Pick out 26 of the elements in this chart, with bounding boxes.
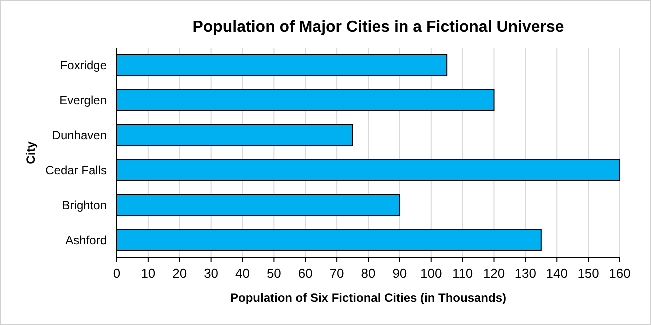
y-tick-label: Cedar Falls — [46, 164, 107, 178]
x-tick-label: 130 — [514, 266, 537, 281]
y-tick-label: Everglen — [60, 94, 107, 108]
x-tick-label: 50 — [266, 266, 282, 281]
x-axis-title: Population of Six Fictional Cities (in Thousands) — [230, 291, 507, 305]
x-tick-label: 90 — [392, 266, 408, 281]
x-tick-label: 20 — [172, 266, 188, 281]
x-tick-label: 10 — [141, 266, 156, 281]
chart-title: Population of Major Cities in a Fictional Universe — [192, 19, 564, 36]
x-tick-label: 140 — [546, 266, 568, 281]
y-tick-label: Foxridge — [60, 58, 108, 73]
x-tick-label: 60 — [298, 266, 313, 281]
x-tick-label: 160 — [609, 266, 631, 281]
x-tick-label: 70 — [330, 266, 344, 281]
x-tick-label: 120 — [483, 266, 506, 281]
y-tick-label: Dunhaven — [52, 128, 107, 143]
x-tick-label: 40 — [236, 266, 250, 281]
x-tick-label: 80 — [361, 266, 376, 281]
x-tick-label: 30 — [204, 266, 219, 281]
x-tick-label: 100 — [420, 266, 442, 281]
x-tick-label: 150 — [578, 266, 600, 281]
x-tick-label: 0 — [113, 266, 121, 281]
y-tick-label: Ashford — [66, 234, 107, 248]
y-axis-title: City — [24, 141, 38, 164]
y-tick-label: Brighton — [62, 198, 107, 213]
x-tick-label: 110 — [452, 266, 474, 281]
